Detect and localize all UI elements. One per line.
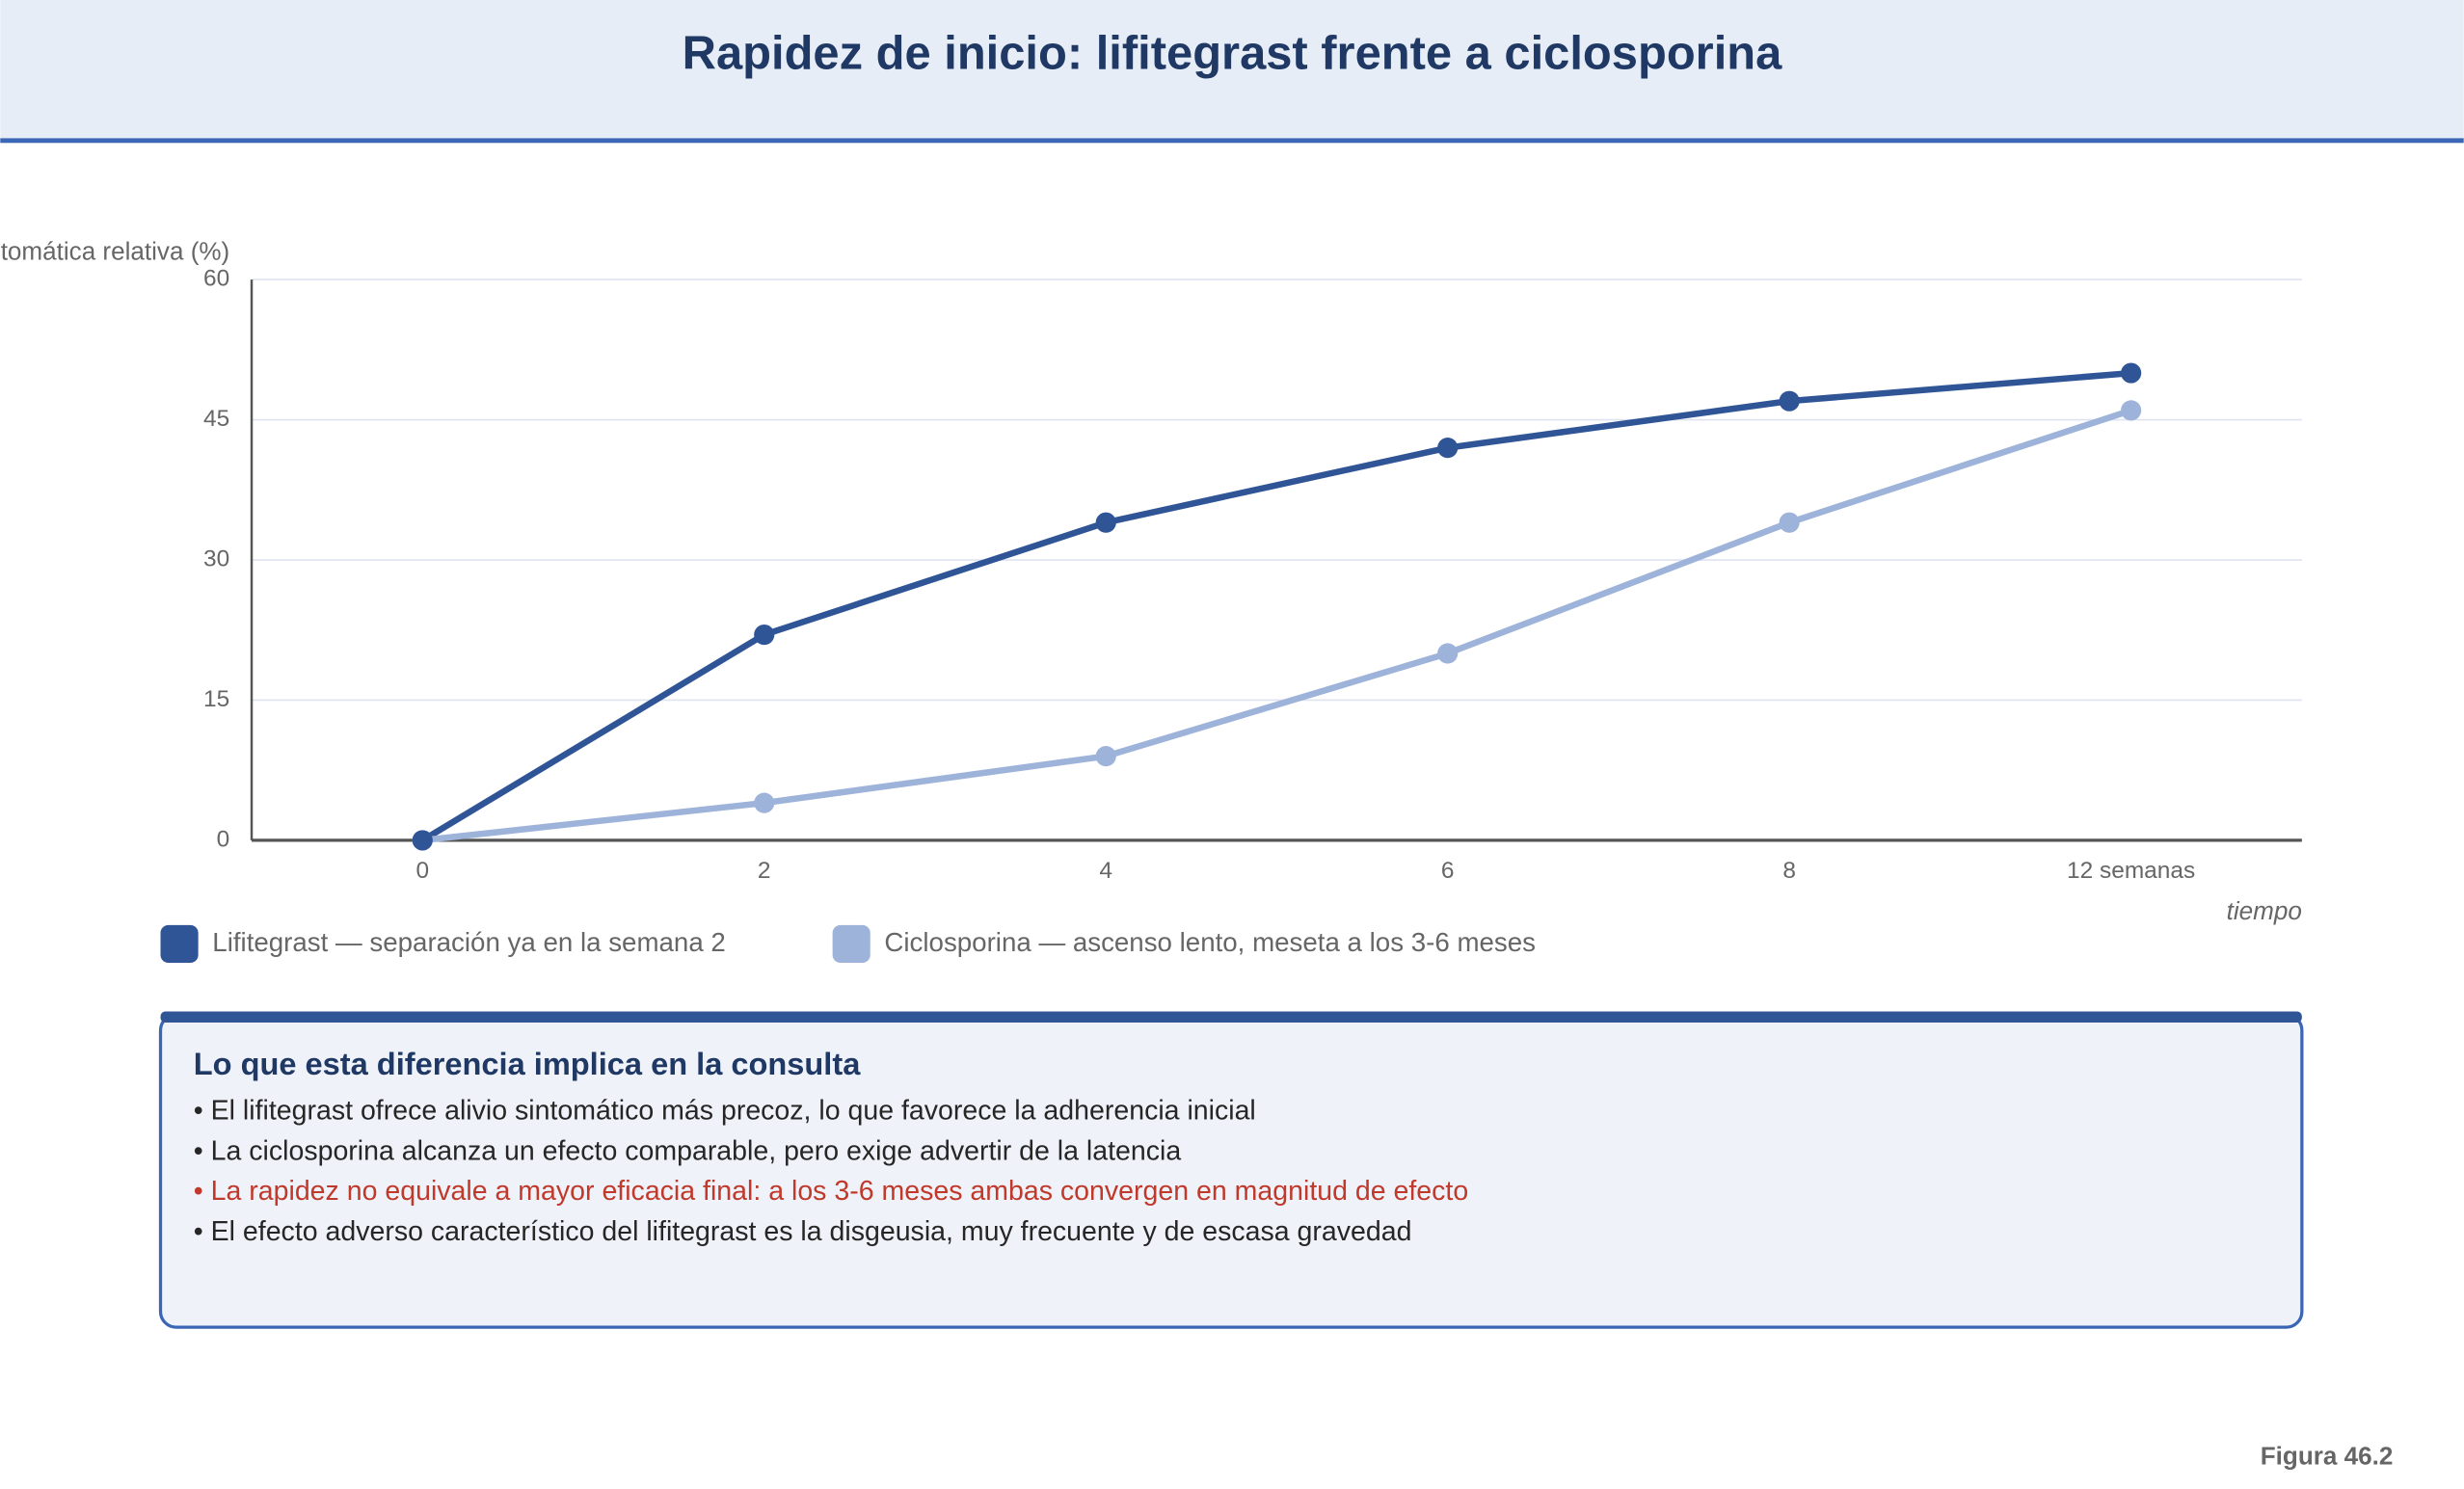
legend-label: Ciclosporina — ascenso lento, meseta a l… (884, 927, 1536, 957)
data-point (754, 792, 775, 813)
y-tick-label: 0 (217, 826, 230, 852)
data-point (1779, 512, 1800, 533)
figure-label: Figura 46.2 (2261, 1441, 2394, 1470)
data-point (1095, 746, 1116, 767)
data-point (412, 830, 433, 851)
data-point (1779, 390, 1800, 412)
y-tick-label: 30 (203, 545, 229, 572)
data-point (1437, 438, 1459, 459)
data-point (2121, 400, 2142, 421)
series-line (421, 407, 2132, 844)
x-axis-label: tiempo (2227, 896, 2302, 925)
x-tick-label: 8 (1782, 858, 1796, 884)
page-title: Rapidez de inicio: lifitegrast frente a … (683, 28, 1782, 80)
callout-title: Lo que esta diferencia implica en la con… (194, 1046, 861, 1081)
legend-label: Lifitegrast — separación ya en la semana… (212, 927, 726, 957)
x-tick-label: 2 (758, 858, 771, 884)
callout-item: • La rapidez no equivale a mayor eficaci… (194, 1176, 1468, 1207)
header-rule (0, 138, 2464, 144)
x-tick-label: 6 (1441, 858, 1455, 884)
callout-item: • La ciclosporina alcanza un efecto comp… (194, 1135, 1182, 1166)
y-tick-label: 15 (203, 686, 229, 712)
x-tick-label: 12 semanas (2067, 858, 2195, 884)
chart: 0 15 30 45 60 0 2 4 6 8 12 semanas Lifitegrast — se… (160, 266, 2302, 964)
x-tick-label: 0 (415, 858, 429, 884)
callout-list: • El lifitegrast ofrece alivio sintomáti… (194, 1095, 1468, 1247)
y-tick-label: 45 (203, 406, 229, 432)
x-tick-label: 4 (1099, 858, 1112, 884)
data-point (1095, 512, 1116, 533)
y-axis-label: Mejoría sintomática relativa (%) (0, 236, 229, 265)
callout-item: • El efecto adverso característico del l… (194, 1216, 1412, 1247)
series-line (420, 369, 2131, 843)
legend-swatch (832, 924, 870, 964)
data-point (754, 624, 775, 646)
header-band (0, 0, 2464, 141)
data-point (2121, 362, 2142, 384)
legend-swatch (160, 924, 199, 964)
y-tick-label: 60 (203, 266, 229, 292)
data-point (1437, 643, 1459, 664)
callout-top-bar (160, 1011, 2302, 1023)
callout-item: • El lifitegrast ofrece alivio sintomáti… (194, 1095, 1256, 1126)
